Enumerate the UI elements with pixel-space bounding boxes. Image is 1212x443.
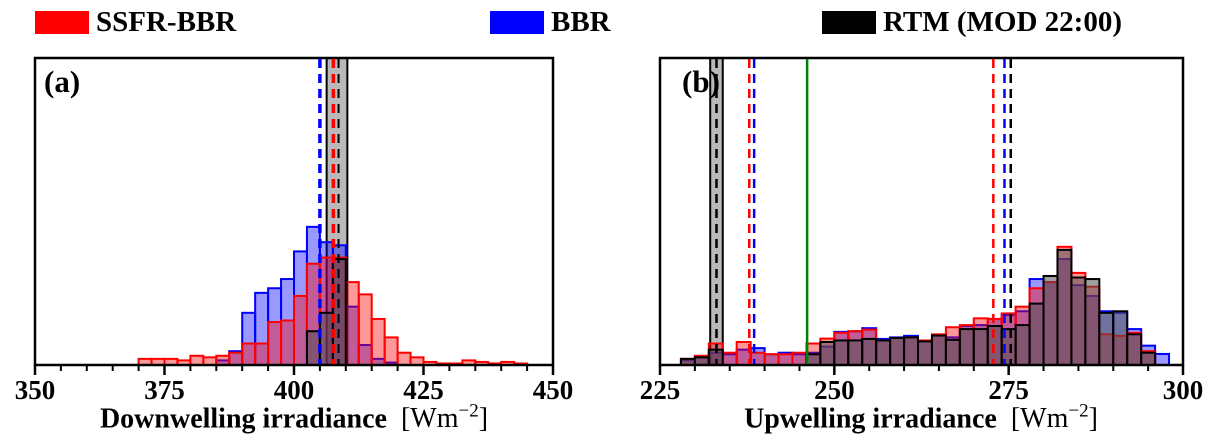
histogram-bar-ssfr-bbr xyxy=(228,351,244,367)
histogram-bar-rtm-mod- xyxy=(833,339,850,367)
histogram-bar-ssfr-bbr xyxy=(721,351,738,367)
legend-item-rtm: RTM (MOD 22:00) xyxy=(822,6,1122,38)
legend-item-bbr: BBR xyxy=(490,6,611,38)
histogram-bar-rtm-mod- xyxy=(1042,274,1059,366)
histogram-bar-ssfr-bbr xyxy=(749,351,766,367)
histogram-bar-ssfr-bbr xyxy=(791,351,808,367)
histogram-bar-rtm-mod- xyxy=(958,328,975,366)
histogram-bar-rtm-mod- xyxy=(1098,311,1115,366)
histogram-bar-rtm-mod- xyxy=(819,340,836,367)
legend-label: SSFR-BBR xyxy=(96,6,237,38)
histogram-bar-ssfr-bbr xyxy=(215,354,231,367)
histogram-bar-rtm-mod- xyxy=(1028,302,1045,367)
x-tick-label: 450 xyxy=(533,375,574,405)
histogram-bar-rtm-mod- xyxy=(930,334,947,367)
histogram-bar-ssfr-bbr xyxy=(777,353,794,367)
histogram-bar-rtm-mod- xyxy=(1084,278,1101,367)
histogram-bar-rtm-mod- xyxy=(305,330,321,367)
histogram-bar-rtm-mod- xyxy=(1056,248,1073,366)
histogram-bar-rtm-mod- xyxy=(805,353,822,367)
x-tick-label: 350 xyxy=(15,375,56,405)
histogram-bar-ssfr-bbr xyxy=(293,294,308,366)
panel-frame xyxy=(658,56,1185,367)
x-tick-label: 250 xyxy=(814,375,855,405)
histogram-bar-rtm-mod- xyxy=(903,336,920,366)
x-tick-label: 300 xyxy=(1163,375,1204,405)
x-tick-label: 400 xyxy=(274,375,315,405)
histogram-bar-ssfr-bbr xyxy=(370,317,386,367)
panel-a-xaxis-title: Downwelling irradiance [Wm−2] xyxy=(99,401,489,435)
histogram-bar-rtm-mod- xyxy=(972,328,989,366)
x-tick-label: 425 xyxy=(403,375,444,405)
histogram-bar-ssfr-bbr xyxy=(383,336,399,366)
histogram-bar-ssfr-bbr xyxy=(280,319,295,366)
histogram-bar-ssfr-bbr xyxy=(189,354,205,367)
histogram-bar-ssfr-bbr xyxy=(241,342,257,367)
panel-b-xaxis-title: Upwelling irradiance [Wm−2] xyxy=(744,401,1098,435)
legend-item-ssfr-bbr: SSFR-BBR xyxy=(35,6,237,38)
panel-b-tag: (b) xyxy=(682,64,720,99)
histogram-bar-rtm-mod- xyxy=(1014,324,1031,366)
histogram-bar-rtm-mod- xyxy=(875,339,892,367)
histogram-bar-rtm-mod- xyxy=(1126,333,1143,366)
histogram-bar-ssfr-bbr xyxy=(254,342,270,367)
legend-swatch-blue xyxy=(490,10,544,34)
histogram-bar-rtm-mod- xyxy=(986,325,1003,366)
histogram-bar-ssfr-bbr xyxy=(344,281,360,366)
histogram-bar-rtm-mod- xyxy=(318,311,334,366)
histogram-bar-rtm-mod- xyxy=(917,340,933,366)
histogram-bar-rtm-mod- xyxy=(1112,310,1129,366)
histogram-bar-bbr xyxy=(1154,352,1171,366)
histogram-bar-rtm-mod- xyxy=(847,339,864,367)
panel-a-tag: (a) xyxy=(44,64,81,99)
histogram-bar-ssfr-bbr xyxy=(267,321,283,366)
histogram-bar-rtm-mod- xyxy=(861,337,878,366)
histogram-bar-rtm-mod- xyxy=(1070,276,1087,367)
legend-label: RTM (MOD 22:00) xyxy=(883,6,1122,38)
legend-label: BBR xyxy=(551,6,611,38)
histogram-bar-ssfr-bbr xyxy=(357,293,373,367)
x-tick-label: 275 xyxy=(988,375,1029,405)
histogram-bar-ssfr-bbr xyxy=(763,353,780,367)
x-tick-label: 225 xyxy=(640,375,681,405)
histogram-bar-rtm-mod- xyxy=(1140,351,1157,367)
histogram-bar-ssfr-bbr xyxy=(396,351,412,367)
x-tick-label: 375 xyxy=(144,375,185,405)
histogram-bar-rtm-mod- xyxy=(889,336,906,367)
legend-swatch-black xyxy=(822,10,876,34)
legend-swatch-red xyxy=(35,10,89,34)
histogram-bar-rtm-mod- xyxy=(944,338,961,366)
